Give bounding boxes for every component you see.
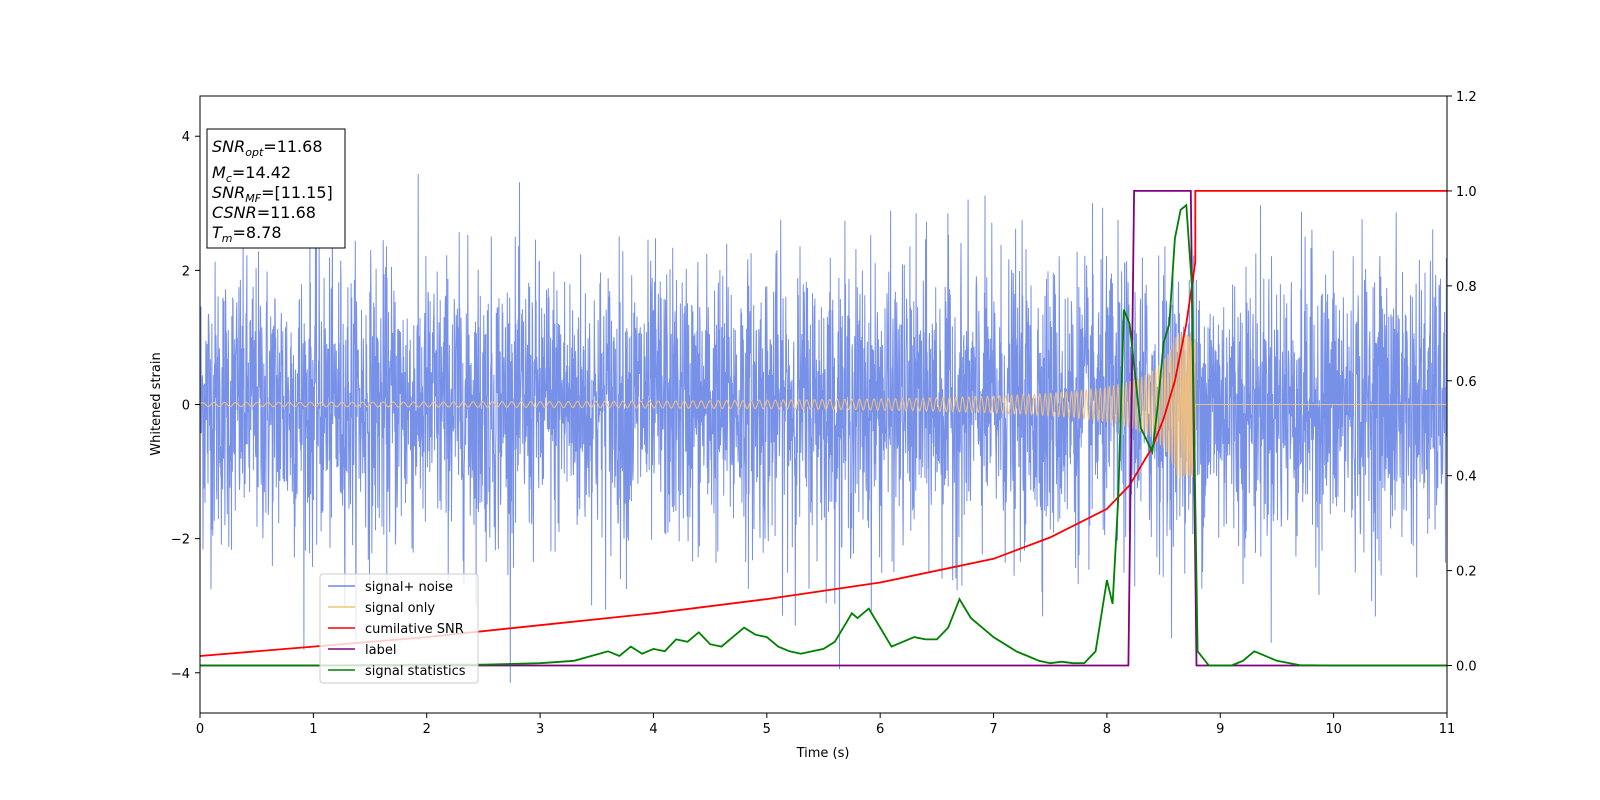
- annotation-box: [206, 128, 346, 249]
- series-label: [200, 189, 1447, 667]
- y-left-tick-label: −2: [171, 533, 190, 548]
- legend-label-signal-statistics: signal statistics: [365, 664, 466, 679]
- y-right-tick-label: 1.2: [1456, 90, 1477, 105]
- series-signal-only: [200, 331, 1447, 479]
- y-right-tick-label: 0.2: [1456, 565, 1477, 580]
- legend: signal+ noise signal only cumilative SNR…: [319, 573, 479, 684]
- x-tick-label: 7: [989, 722, 997, 737]
- annotation-mc: Mc=14.42: [212, 163, 291, 185]
- x-tick-label: 1: [309, 722, 317, 737]
- y-left-tick-label: 0: [182, 399, 190, 414]
- y-axis-label: Whitened strain: [149, 352, 164, 455]
- x-tick-label: 8: [1103, 722, 1111, 737]
- metrics-annotation: SNRopt=11.68 Mc=14.42 SNRMF=[11.15] CSNR…: [206, 128, 346, 249]
- y-right-tick-label: 0.0: [1456, 660, 1477, 675]
- x-tick-label: 11: [1439, 722, 1456, 737]
- annotation-snr-mf: SNRMF=[11.15]: [212, 183, 333, 205]
- x-tick-label: 10: [1325, 722, 1342, 737]
- legend-label-signal-only: signal only: [365, 601, 435, 616]
- annotation-tm: Tm=8.78: [212, 223, 282, 245]
- x-tick-label: 3: [536, 722, 544, 737]
- x-tick-label: 6: [876, 722, 884, 737]
- y-right-tick-label: 0.4: [1456, 470, 1477, 485]
- x-tick-label: 2: [423, 722, 431, 737]
- y-left-tick-label: 4: [182, 130, 190, 145]
- x-axis-label: Time (s): [796, 746, 850, 761]
- y-right-tick-label: 0.6: [1456, 375, 1477, 390]
- y-left-tick-label: −4: [171, 667, 190, 682]
- legend-label-label: label: [365, 643, 396, 658]
- x-tick-label: 9: [1216, 722, 1224, 737]
- y-right-tick-label: 0.8: [1456, 280, 1477, 295]
- legend-label-cumulative-snr: cumilative SNR: [365, 622, 464, 637]
- annotation-csnr: CSNR=11.68: [212, 203, 316, 222]
- axes: 0 1 2 3 4 5 6 7 8 9 10 11 −4 −2 0 2 4 0.0 0.2 0.4 0.6 0.8 1.0 1…: [171, 90, 1477, 737]
- y-right-tick-label: 1.0: [1456, 185, 1477, 200]
- plot-area: [200, 173, 1447, 683]
- y-left-tick-label: 2: [182, 264, 190, 279]
- series-signal-noise: [200, 173, 1447, 683]
- legend-label-signal-noise: signal+ noise: [365, 580, 453, 595]
- series-signal-statistics: [200, 203, 1447, 667]
- x-tick-label: 0: [196, 722, 204, 737]
- x-tick-label: 4: [649, 722, 657, 737]
- legend-box: [319, 573, 479, 684]
- annotation-snr-opt: SNRopt=11.68: [212, 137, 323, 159]
- x-tick-label: 5: [763, 722, 771, 737]
